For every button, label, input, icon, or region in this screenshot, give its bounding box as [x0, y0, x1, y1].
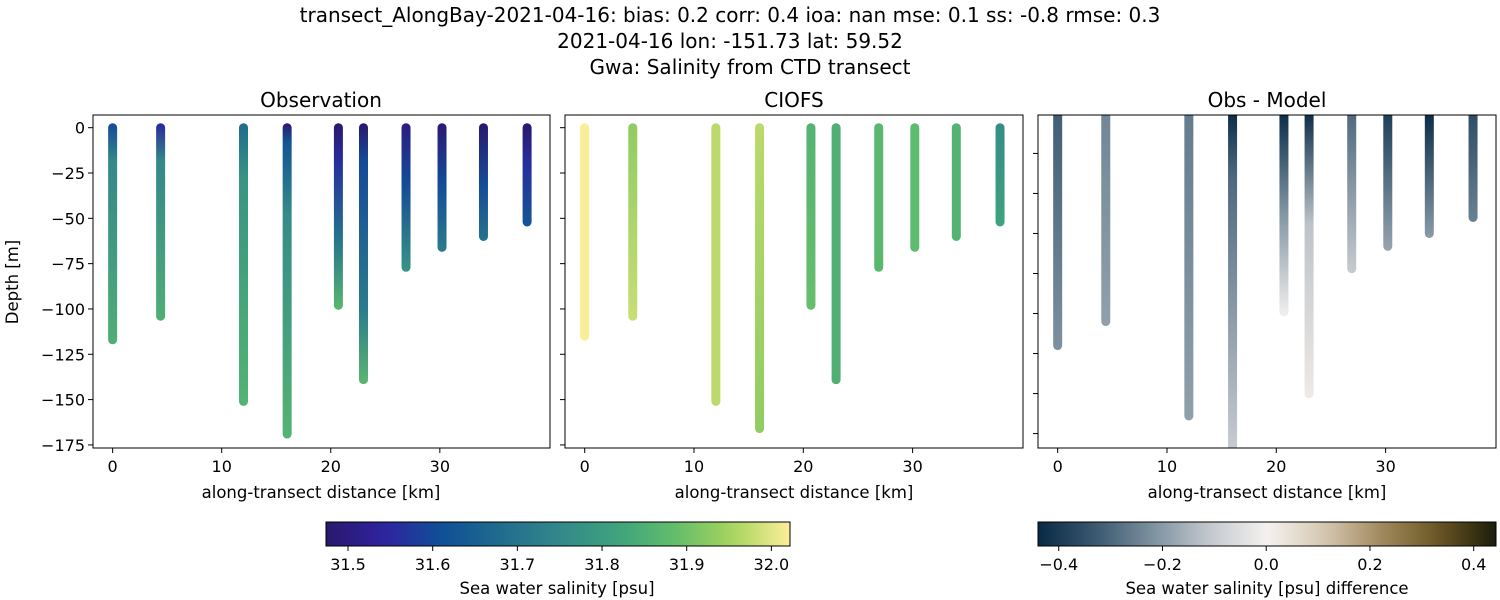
colorbar-1-tick-label-1: −0.2 [1143, 555, 1182, 574]
profile-0-3 [282, 123, 292, 439]
ytick-label-0: 0 [75, 119, 85, 138]
xlabel-diff: along-transect distance [km] [1148, 483, 1387, 502]
colorbar-label-salinity: Sea water salinity [psu] [459, 579, 654, 598]
colorbar-0-tick-label-1: 31.6 [415, 555, 451, 574]
profile-2-2 [1184, 115, 1194, 421]
profile-1-7 [910, 123, 920, 252]
profile-2-5 [1304, 115, 1314, 399]
panel-2-frame [1037, 114, 1497, 449]
colorbar-1-tick-label-4: 0.4 [1461, 555, 1486, 574]
profile-1-3 [755, 123, 765, 434]
profile-2-1 [1101, 115, 1111, 327]
ytick-label-6: −150 [41, 391, 85, 410]
colorbar-0-tick-label-0: 31.5 [330, 555, 366, 574]
ytick-label-1: −25 [51, 164, 85, 183]
profile-0-5 [358, 123, 368, 385]
profile-2-7 [1383, 115, 1393, 251]
panel-title-diff: Obs - Model [1208, 88, 1327, 112]
xtick-label-2-1: 10 [1157, 457, 1177, 476]
panel-0-plot-area [108, 123, 532, 439]
ytick-label-3: −75 [51, 255, 85, 274]
profile-0-0 [108, 123, 118, 345]
profile-1-6 [874, 123, 884, 272]
profile-1-5 [831, 123, 841, 385]
profile-2-4 [1279, 115, 1289, 317]
xtick-label-0-3: 30 [430, 457, 450, 476]
profile-2-8 [1424, 115, 1434, 238]
ytick-label-7: −175 [41, 436, 85, 455]
profile-1-2 [711, 123, 721, 406]
profile-0-1 [156, 123, 166, 321]
ylabel-depth: Depth [m] [3, 240, 22, 324]
profile-1-4 [806, 123, 816, 310]
colorbar-1-tick-label-3: 0.2 [1357, 555, 1382, 574]
profile-0-2 [239, 123, 249, 406]
xtick-label-2-0: 0 [1053, 457, 1063, 476]
xtick-label-1-2: 20 [793, 457, 813, 476]
xlabel-observation: along-transect distance [km] [202, 483, 441, 502]
suptitle-line-1: transect_AlongBay-2021-04-16: bias: 0.2 … [300, 3, 1161, 27]
colorbar-0-tick-label-5: 32.0 [754, 555, 790, 574]
panel-title-ciofs: CIOFS [764, 88, 823, 112]
panel-2-plot-area [1053, 115, 1478, 448]
colorbar-1 [1037, 521, 1497, 547]
ytick-label-4: −100 [41, 300, 85, 319]
xtick-label-2-2: 20 [1266, 457, 1286, 476]
colorbar-0-tick-label-2: 31.7 [500, 555, 536, 574]
xtick-label-2-3: 30 [1375, 457, 1395, 476]
profile-1-0 [580, 123, 590, 341]
panel-1-plot-area [580, 123, 1005, 434]
profile-2-0 [1053, 115, 1063, 351]
suptitle-line-2: 2021-04-16 lon: -151.73 lat: 59.52 [557, 29, 903, 53]
profile-1-9 [995, 123, 1005, 227]
xtick-label-1-1: 10 [684, 457, 704, 476]
ytick-label-2: −50 [51, 209, 85, 228]
xtick-label-0-1: 10 [212, 457, 232, 476]
profile-1-1 [628, 123, 638, 321]
profile-2-6 [1347, 115, 1357, 274]
profile-2-3 [1228, 115, 1238, 448]
xtick-label-1-3: 30 [902, 457, 922, 476]
colorbar-0-tick-label-3: 31.8 [584, 555, 620, 574]
suptitle-line-3: Gwa: Salinity from CTD transect [590, 55, 911, 79]
xtick-label-0-0: 0 [108, 457, 118, 476]
ytick-label-5: −125 [41, 345, 85, 364]
profile-0-7 [437, 123, 447, 252]
xlabel-ciofs: along-transect distance [km] [675, 483, 914, 502]
profile-1-8 [951, 123, 961, 241]
profile-0-4 [333, 123, 343, 310]
xtick-label-0-2: 20 [321, 457, 341, 476]
colorbar-0 [325, 521, 791, 547]
profile-0-9 [522, 123, 532, 227]
profile-0-6 [401, 123, 411, 272]
panel-1-frame [564, 114, 1024, 449]
panel-title-observation: Observation [260, 88, 382, 112]
panel-0-frame [92, 114, 551, 449]
profile-2-9 [1468, 115, 1478, 222]
colorbar-0-tick-label-4: 31.9 [669, 555, 705, 574]
xtick-label-1-0: 0 [580, 457, 590, 476]
profile-0-8 [478, 123, 488, 241]
colorbar-1-tick-label-0: −0.4 [1039, 555, 1078, 574]
colorbar-1-tick-label-2: 0.0 [1253, 555, 1278, 574]
colorbar-label-difference: Sea water salinity [psu] difference [1125, 579, 1408, 598]
